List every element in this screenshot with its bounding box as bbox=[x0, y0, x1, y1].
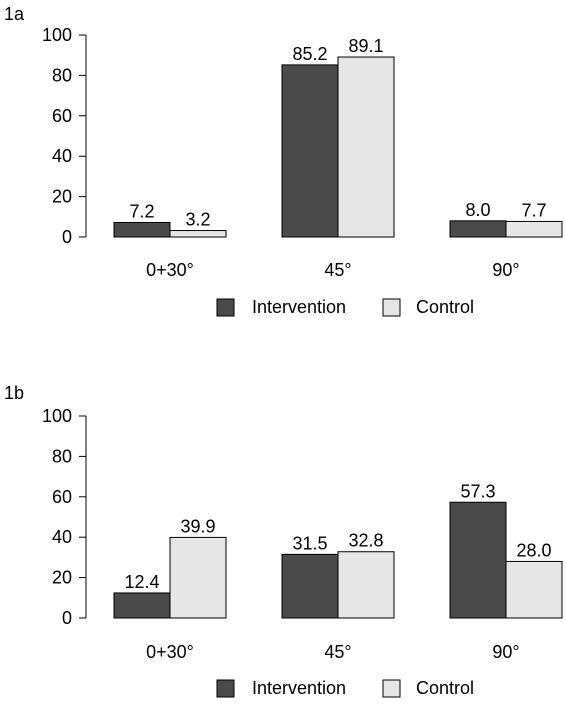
legend-label-intervention: Intervention bbox=[252, 678, 346, 698]
panel-label: 1a bbox=[4, 4, 25, 24]
bar-intervention bbox=[281, 553, 339, 619]
bar-control bbox=[337, 56, 395, 238]
legend-label-intervention: Intervention bbox=[252, 297, 346, 317]
y-tick-label: 80 bbox=[52, 65, 72, 85]
x-category-label: 0+30° bbox=[146, 260, 194, 280]
data-label: 85.2 bbox=[292, 44, 327, 64]
x-category-label: 90° bbox=[492, 642, 519, 662]
data-label: 3.2 bbox=[185, 210, 210, 230]
x-category-label: 45° bbox=[324, 260, 351, 280]
y-tick-label: 0 bbox=[62, 227, 72, 247]
bar-intervention bbox=[281, 64, 339, 238]
bar-control bbox=[505, 560, 563, 619]
y-tick-label: 100 bbox=[42, 406, 72, 426]
bar-intervention bbox=[449, 501, 507, 619]
bar-control bbox=[169, 230, 227, 238]
y-tick-label: 40 bbox=[52, 146, 72, 166]
bar-control bbox=[505, 220, 563, 238]
legend-swatch-intervention bbox=[216, 298, 235, 317]
bar-intervention bbox=[113, 592, 171, 619]
x-category-label: 0+30° bbox=[146, 642, 194, 662]
bar-intervention bbox=[449, 220, 507, 238]
data-label: 89.1 bbox=[348, 36, 383, 56]
data-label: 7.7 bbox=[521, 200, 546, 220]
data-label: 31.5 bbox=[292, 533, 327, 553]
data-label: 8.0 bbox=[465, 200, 490, 220]
y-tick-label: 100 bbox=[42, 25, 72, 45]
legend-swatch-control bbox=[382, 679, 401, 698]
legend-swatch-control bbox=[382, 298, 401, 317]
data-label: 28.0 bbox=[516, 540, 551, 560]
panel-label: 1b bbox=[4, 383, 24, 403]
data-label: 57.3 bbox=[460, 481, 495, 501]
x-category-label: 45° bbox=[324, 642, 351, 662]
chart-panel-1a: 1a 0 20 40 60 80 100 7.2 3.2 0+30° 85.2 89.1 45° 8.0 7… bbox=[4, 4, 563, 317]
data-label: 12.4 bbox=[124, 572, 159, 592]
legend-label-control: Control bbox=[416, 297, 474, 317]
y-tick-label: 40 bbox=[52, 527, 72, 547]
bar-control bbox=[169, 536, 227, 619]
y-tick-label: 60 bbox=[52, 106, 72, 126]
y-tick-label: 20 bbox=[52, 568, 72, 588]
data-label: 39.9 bbox=[180, 516, 215, 536]
bar-control bbox=[337, 551, 395, 619]
legend-label-control: Control bbox=[416, 678, 474, 698]
x-category-label: 90° bbox=[492, 260, 519, 280]
y-tick-label: 80 bbox=[52, 446, 72, 466]
y-tick-label: 60 bbox=[52, 487, 72, 507]
chart-panel-1b: 1b 0 20 40 60 80 100 12.4 39.9 0+30° 31.5 32.8 45° 57… bbox=[4, 383, 563, 698]
bar-intervention bbox=[113, 221, 171, 238]
data-label: 7.2 bbox=[129, 201, 154, 221]
y-tick-label: 20 bbox=[52, 187, 72, 207]
data-label: 32.8 bbox=[348, 531, 383, 551]
y-tick-label: 0 bbox=[62, 608, 72, 628]
legend-swatch-intervention bbox=[216, 679, 235, 698]
